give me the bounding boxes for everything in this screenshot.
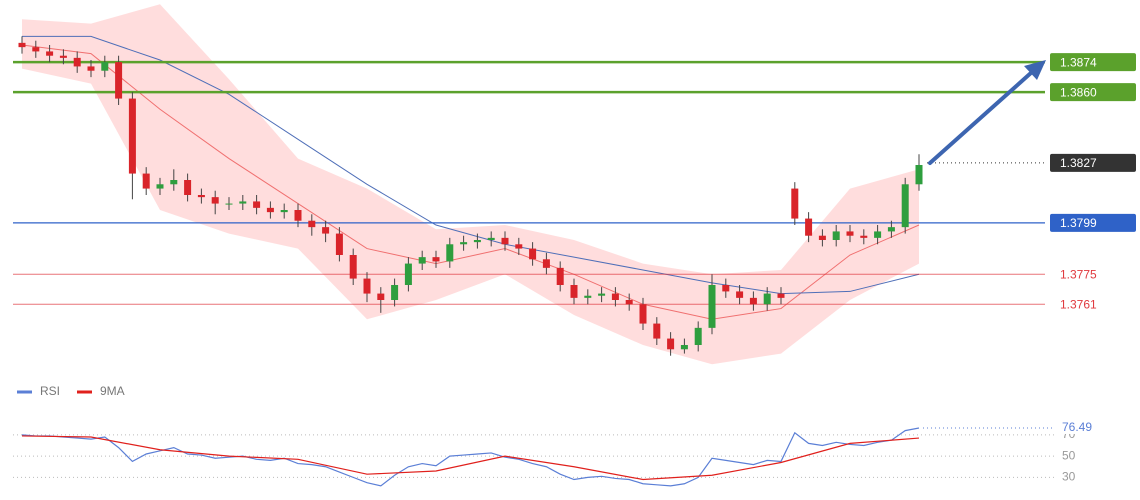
candle-body: [142, 173, 150, 189]
candle-body: [322, 227, 330, 234]
candle-body: [501, 237, 509, 245]
candle-body: [253, 201, 261, 208]
candle-body: [87, 66, 95, 71]
candle-body: [211, 197, 219, 204]
candle-body: [59, 55, 67, 58]
candle-body: [115, 62, 123, 99]
legend-label: 9MA: [100, 384, 125, 398]
candle-body: [294, 210, 302, 221]
candle-body: [404, 263, 412, 285]
candle-body: [887, 227, 895, 232]
candle-body: [46, 51, 54, 56]
level-label: 1.3860: [1060, 85, 1097, 99]
candle-body: [73, 57, 81, 67]
last-value-label: 76.49: [1062, 420, 1092, 434]
candle-body: [418, 257, 426, 264]
candle-body: [156, 184, 164, 189]
label-layer: 1.3874 1.3860 1.3827 1.3799 1.3775 1.3761 RSI 9…: [17, 53, 1136, 434]
candle-body: [570, 285, 578, 298]
candle-body: [197, 195, 205, 198]
candle-body: [542, 259, 550, 268]
candle-body: [377, 293, 385, 300]
level-label: 1.3827: [1060, 156, 1097, 170]
candle-body: [391, 285, 399, 300]
candle-body: [763, 293, 771, 305]
candle-body: [777, 293, 785, 298]
candle-body: [446, 244, 454, 262]
level-label-box: [1050, 153, 1136, 172]
candle-body: [846, 231, 854, 236]
candle-body: [667, 338, 675, 350]
candle-body: [349, 255, 357, 279]
candle-body: [680, 345, 688, 350]
y-tick-label: 50: [1062, 448, 1076, 462]
candle-body: [101, 62, 109, 71]
candle-body: [239, 201, 247, 204]
candle-body: [611, 293, 619, 300]
candle-body: [170, 180, 178, 185]
candle-body: [18, 42, 26, 48]
candle-body: [749, 297, 757, 305]
candle-body: [708, 285, 716, 328]
candle-body: [529, 248, 537, 260]
level-label: 1.3799: [1060, 216, 1097, 230]
last-value-bg: [1058, 420, 1098, 434]
level-label-box: [1050, 213, 1136, 232]
candle-body: [266, 207, 274, 213]
candle-body: [487, 237, 495, 240]
candle-body: [473, 240, 481, 243]
candle-body: [308, 220, 316, 228]
candle-body: [860, 235, 868, 238]
candle-body: [832, 231, 840, 240]
candle-body: [584, 295, 592, 298]
level-label-box: [1050, 53, 1136, 72]
main-layer: [13, 36, 1045, 356]
candle-body: [363, 278, 371, 294]
candle-body: [556, 267, 564, 285]
candle-body: [515, 244, 523, 249]
candle-body: [874, 231, 882, 238]
moving-average-line: [22, 35, 920, 295]
level-label: 1.3761: [1060, 297, 1097, 311]
candle-body: [653, 323, 661, 339]
legend-label: RSI: [40, 384, 60, 398]
candle-body: [694, 327, 702, 345]
candle-body: [432, 257, 440, 262]
candle-body: [225, 203, 233, 205]
candle-body: [818, 235, 826, 240]
level-label-box: [1050, 83, 1136, 102]
candle-body: [722, 285, 730, 292]
candle-body: [32, 47, 40, 52]
candle-body: [639, 304, 647, 324]
candle-body: [280, 210, 288, 213]
candle-body: [736, 291, 744, 298]
band-mid-line: [21, 44, 920, 320]
candle-body: [598, 293, 606, 296]
candle-body: [791, 188, 799, 219]
candle-body: [460, 242, 468, 245]
candle-body: [901, 184, 909, 228]
y-tick-label: 30: [1062, 470, 1076, 484]
forecast-arrow: [928, 60, 1046, 165]
candle-body: [625, 300, 633, 305]
indicator-line: [21, 435, 920, 481]
candle-body: [335, 233, 343, 255]
level-label: 1.3874: [1060, 55, 1097, 69]
candle-body: [184, 180, 192, 195]
level-label: 1.3775: [1060, 267, 1097, 281]
candle-body: [915, 165, 923, 185]
candle-body: [128, 98, 136, 174]
candle-body: [805, 218, 813, 236]
indicator-line: [21, 427, 920, 487]
